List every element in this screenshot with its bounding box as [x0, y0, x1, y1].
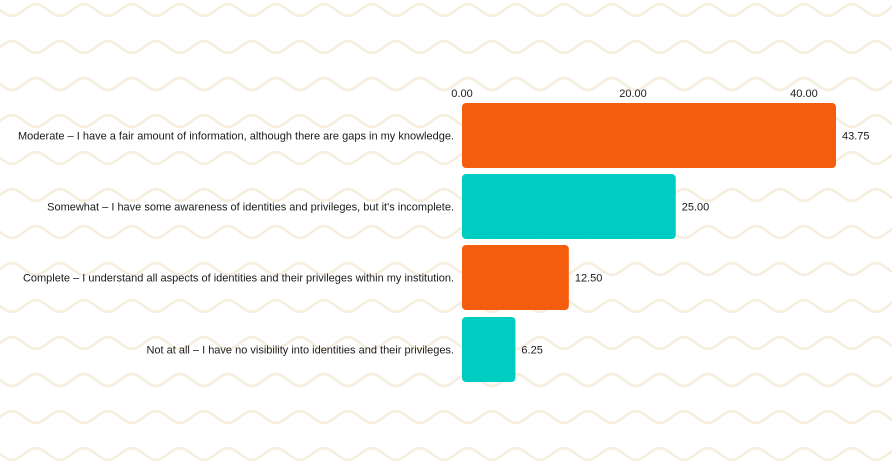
bars: Moderate – I have a fair amount of infor…: [18, 103, 870, 382]
wave-line: [0, 409, 892, 425]
bar: [462, 317, 516, 382]
x-tick-label: 40.00: [790, 88, 818, 100]
category-label: Moderate – I have a fair amount of infor…: [18, 131, 454, 143]
bar: [462, 174, 676, 239]
wave-line: [0, 372, 892, 388]
x-axis-ticks: 0.00 20.00 40.00: [451, 88, 817, 100]
wave-line: [0, 298, 892, 314]
wave-line: [0, 261, 892, 277]
data-label: 25.00: [682, 202, 710, 214]
x-tick-label: 20.00: [619, 88, 647, 100]
wave-line: [0, 187, 892, 203]
wave-line: [0, 39, 892, 55]
wave-line: [0, 446, 892, 462]
wave-line: [0, 76, 892, 92]
category-label: Complete – I understand all aspects of i…: [23, 273, 454, 285]
x-tick-label: 0.00: [451, 88, 472, 100]
data-label: 6.25: [521, 345, 542, 357]
wave-line: [0, 224, 892, 240]
category-label: Not at all – I have no visibility into i…: [146, 345, 454, 357]
wave-line: [0, 2, 892, 18]
data-label: 12.50: [575, 273, 603, 285]
bar: [462, 103, 836, 168]
bar: [462, 245, 569, 310]
category-label: Somewhat – I have some awareness of iden…: [47, 202, 454, 214]
wave-line: [0, 335, 892, 351]
data-label: 43.75: [842, 131, 870, 143]
